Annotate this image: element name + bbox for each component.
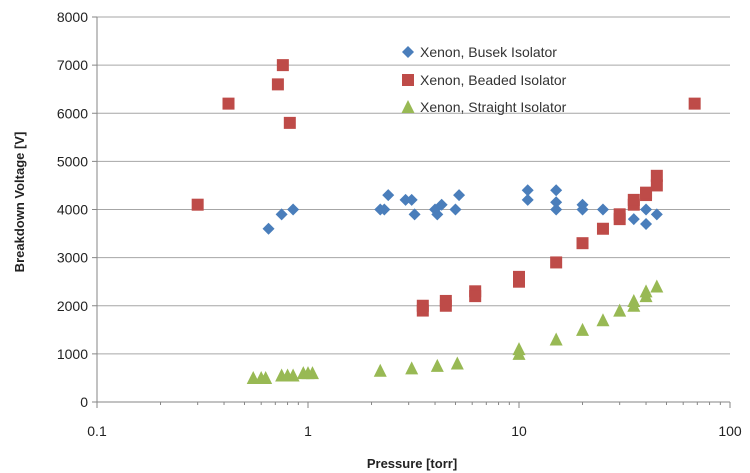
data-point-triangle — [576, 322, 590, 336]
data-point-diamond — [640, 203, 653, 216]
legend-marker-diamond — [402, 46, 414, 58]
data-point-triangle — [450, 356, 464, 370]
x-tick-label: 0.1 — [87, 423, 107, 439]
legend-item: Xenon, Beaded Isolator — [402, 72, 567, 88]
data-point-triangle — [430, 358, 444, 372]
data-point-square — [271, 78, 284, 91]
legend-label: Xenon, Straight Isolator — [420, 99, 567, 115]
data-point-square — [550, 256, 563, 269]
legend-label: Xenon, Busek Isolator — [420, 44, 557, 60]
y-tick-label: 3000 — [57, 250, 88, 266]
data-point-square — [640, 186, 653, 199]
data-point-triangle — [405, 361, 419, 375]
data-point-diamond — [275, 208, 288, 221]
data-point-square — [469, 290, 482, 303]
data-point-triangle — [639, 284, 653, 298]
y-tick-label: 8000 — [57, 9, 88, 25]
data-point-diamond — [378, 203, 391, 216]
x-tick-labels: 0.1 1 10 100 — [87, 423, 742, 439]
data-point-triangle — [373, 363, 387, 377]
x-axis-title: Pressure [torr] — [367, 456, 457, 471]
y-tick-label: 0 — [80, 394, 88, 410]
data-point-diamond — [405, 193, 418, 206]
data-point-square — [596, 222, 609, 235]
legend-label: Xenon, Beaded Isolator — [420, 72, 567, 88]
data-point-square — [650, 179, 663, 192]
data-point-square — [513, 275, 525, 288]
data-point-square — [576, 237, 589, 250]
series-diamond — [262, 184, 663, 235]
x-tick-label: 10 — [511, 423, 527, 439]
y-axis-title: Breakdown Voltage [V] — [12, 132, 27, 273]
legend-marker-square — [402, 74, 414, 86]
data-point-square — [276, 59, 289, 72]
legend-item: Xenon, Straight Isolator — [401, 99, 567, 115]
data-point-square — [613, 208, 626, 221]
data-point-triangle — [305, 366, 319, 380]
data-point-diamond — [408, 208, 421, 221]
data-point-diamond — [550, 184, 563, 197]
data-point-square — [650, 169, 663, 182]
data-point-triangle — [549, 332, 563, 346]
data-point-diamond — [550, 203, 563, 216]
data-point-triangle — [596, 313, 610, 327]
data-point-triangle — [259, 370, 273, 384]
data-point-square — [283, 116, 296, 129]
data-point-diamond — [640, 217, 653, 230]
data-point-diamond — [650, 208, 663, 221]
y-tick-label: 7000 — [57, 57, 88, 73]
data-point-triangle — [613, 303, 627, 317]
data-point-diamond — [576, 203, 589, 216]
y-tick-label: 6000 — [57, 105, 88, 121]
x-tick-label: 1 — [304, 423, 312, 439]
data-point-diamond — [627, 213, 640, 226]
data-points — [191, 59, 701, 384]
data-point-diamond — [435, 198, 448, 211]
data-point-diamond — [449, 203, 462, 216]
y-tick-label: 1000 — [57, 346, 88, 362]
data-point-triangle — [627, 293, 641, 307]
series-square — [191, 59, 701, 317]
data-point-diamond — [521, 193, 534, 206]
y-tick-label: 2000 — [57, 298, 88, 314]
data-point-diamond — [431, 208, 444, 221]
data-point-square — [191, 198, 204, 211]
data-point-diamond — [596, 203, 609, 216]
data-point-diamond — [521, 184, 534, 197]
x-tick-label: 100 — [718, 423, 742, 439]
legend: Xenon, Busek Isolator Xenon, Beaded Isola… — [401, 44, 567, 115]
data-point-diamond — [287, 203, 300, 216]
axes — [92, 16, 731, 408]
legend-marker-triangle — [401, 100, 415, 113]
data-point-square — [222, 97, 235, 110]
series-triangle — [246, 279, 664, 384]
y-tick-labels: 0 1000 2000 3000 4000 5000 6000 7000 8000 — [57, 9, 88, 410]
data-point-diamond — [262, 222, 275, 235]
data-point-diamond — [550, 196, 563, 209]
data-point-square — [439, 299, 452, 312]
data-point-square — [688, 97, 701, 110]
legend-item: Xenon, Busek Isolator — [402, 44, 557, 60]
data-point-diamond — [382, 189, 395, 202]
data-point-triangle — [286, 368, 300, 382]
data-point-diamond — [453, 189, 466, 202]
y-tick-label: 5000 — [57, 153, 88, 169]
data-point-triangle — [512, 342, 526, 356]
data-point-square — [416, 304, 429, 317]
y-tick-label: 4000 — [57, 202, 88, 218]
data-point-diamond — [399, 193, 412, 206]
data-point-square — [627, 193, 640, 206]
data-point-triangle — [650, 279, 664, 293]
